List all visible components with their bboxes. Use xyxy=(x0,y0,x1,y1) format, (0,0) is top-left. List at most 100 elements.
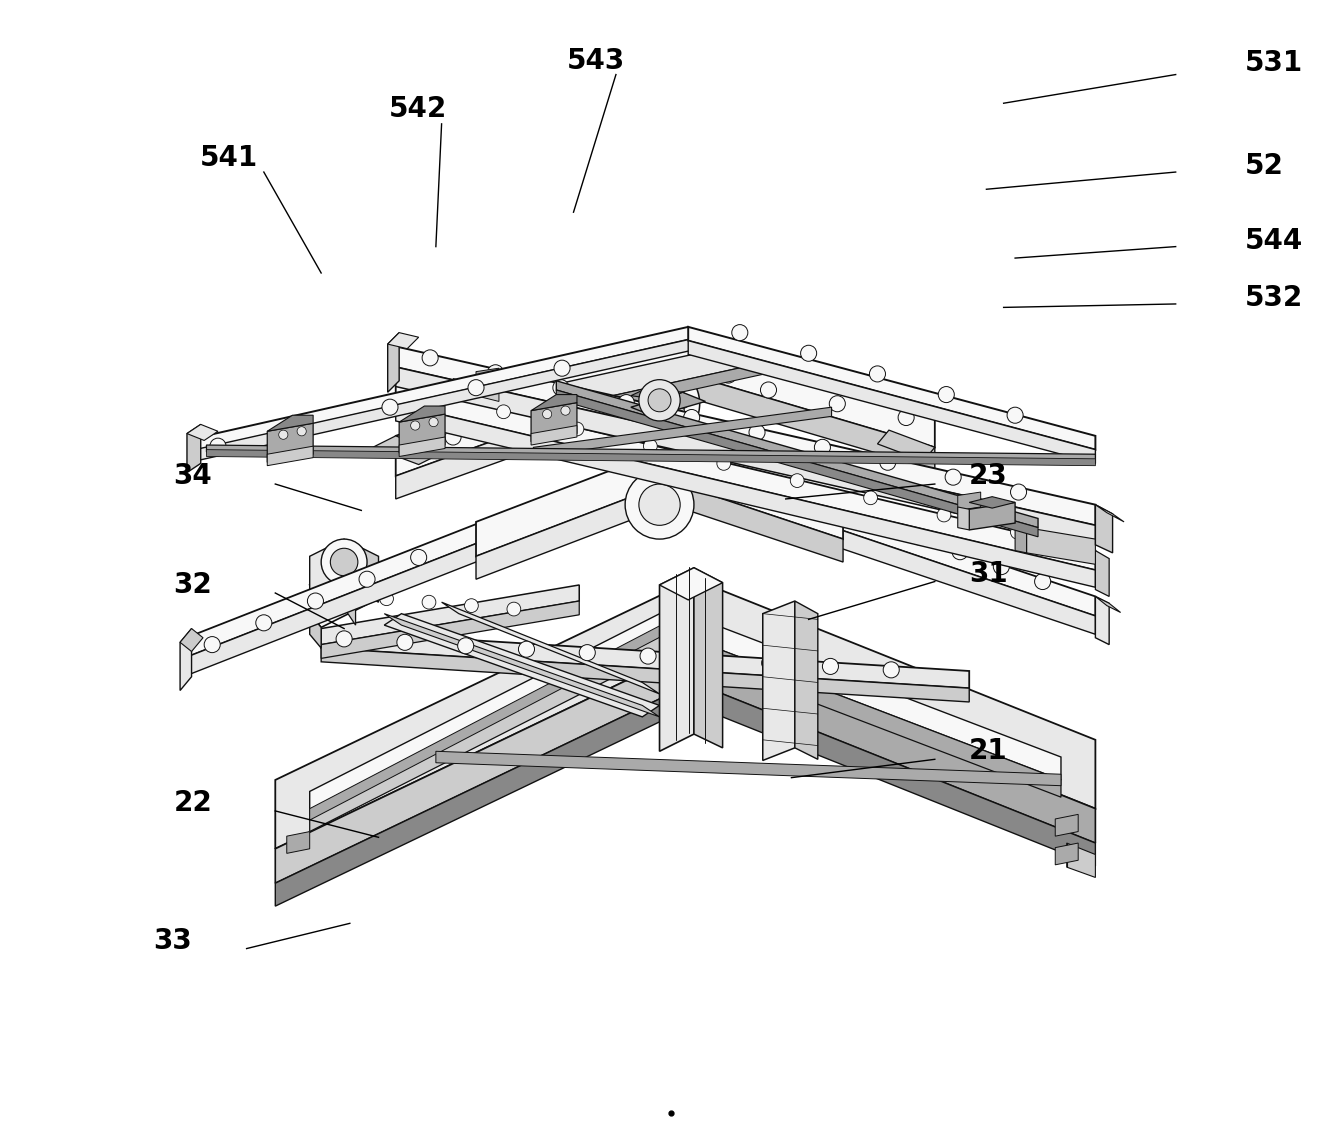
Circle shape xyxy=(497,405,510,419)
Circle shape xyxy=(790,474,804,487)
Circle shape xyxy=(1011,525,1024,539)
Polygon shape xyxy=(388,333,419,349)
Polygon shape xyxy=(310,614,321,648)
Polygon shape xyxy=(384,614,659,717)
Polygon shape xyxy=(557,381,1039,528)
Circle shape xyxy=(643,414,652,423)
Circle shape xyxy=(620,364,699,444)
Circle shape xyxy=(911,529,927,545)
Circle shape xyxy=(464,599,478,612)
Polygon shape xyxy=(1027,528,1095,564)
Polygon shape xyxy=(969,497,1015,508)
Polygon shape xyxy=(399,414,446,453)
Circle shape xyxy=(330,548,358,576)
Polygon shape xyxy=(180,629,192,690)
Polygon shape xyxy=(396,333,935,476)
Polygon shape xyxy=(310,608,1062,814)
Polygon shape xyxy=(384,614,659,717)
Polygon shape xyxy=(694,648,1095,843)
Text: 31: 31 xyxy=(969,560,1008,587)
Polygon shape xyxy=(958,507,969,530)
Polygon shape xyxy=(207,450,1095,466)
Circle shape xyxy=(297,419,311,435)
Circle shape xyxy=(937,508,951,522)
Polygon shape xyxy=(344,539,378,602)
Text: 532: 532 xyxy=(1244,284,1303,312)
Circle shape xyxy=(676,390,684,400)
Polygon shape xyxy=(1095,505,1125,522)
Polygon shape xyxy=(603,358,785,409)
Text: 21: 21 xyxy=(969,738,1008,765)
Polygon shape xyxy=(557,390,1039,537)
Circle shape xyxy=(1035,574,1051,590)
Text: 32: 32 xyxy=(173,571,212,599)
Circle shape xyxy=(468,380,484,396)
Circle shape xyxy=(537,408,553,424)
Polygon shape xyxy=(840,530,1095,634)
Polygon shape xyxy=(608,388,643,404)
Circle shape xyxy=(561,406,570,415)
Text: 34: 34 xyxy=(173,462,212,490)
Circle shape xyxy=(307,593,323,609)
Polygon shape xyxy=(694,568,722,748)
Polygon shape xyxy=(195,338,694,461)
Polygon shape xyxy=(533,407,832,457)
Circle shape xyxy=(801,345,817,361)
Polygon shape xyxy=(671,631,1062,797)
Polygon shape xyxy=(794,601,817,759)
Polygon shape xyxy=(969,502,1015,530)
Circle shape xyxy=(870,366,886,382)
Circle shape xyxy=(880,454,896,470)
Polygon shape xyxy=(187,424,201,473)
Polygon shape xyxy=(310,556,378,602)
Circle shape xyxy=(279,430,289,439)
Circle shape xyxy=(749,424,765,440)
Circle shape xyxy=(721,367,737,383)
Circle shape xyxy=(883,662,899,678)
Circle shape xyxy=(639,484,680,525)
Circle shape xyxy=(423,388,437,401)
Polygon shape xyxy=(688,327,1095,450)
Polygon shape xyxy=(659,568,722,600)
Circle shape xyxy=(631,399,640,408)
Circle shape xyxy=(829,396,845,412)
Circle shape xyxy=(518,641,534,657)
Circle shape xyxy=(633,407,643,416)
Polygon shape xyxy=(310,585,378,627)
Text: 544: 544 xyxy=(1244,227,1303,255)
Circle shape xyxy=(655,416,664,426)
Circle shape xyxy=(256,615,272,631)
Text: 531: 531 xyxy=(1244,49,1303,77)
Circle shape xyxy=(397,634,413,650)
Polygon shape xyxy=(396,384,1095,570)
Circle shape xyxy=(679,399,688,408)
Polygon shape xyxy=(762,601,794,760)
Circle shape xyxy=(411,549,427,565)
Polygon shape xyxy=(399,437,446,457)
Circle shape xyxy=(1006,407,1023,423)
Polygon shape xyxy=(1015,525,1027,553)
Circle shape xyxy=(864,491,878,505)
Polygon shape xyxy=(878,430,935,461)
Polygon shape xyxy=(659,568,694,751)
Circle shape xyxy=(648,389,671,412)
Polygon shape xyxy=(454,379,499,401)
Polygon shape xyxy=(321,601,580,658)
Circle shape xyxy=(633,390,643,400)
Polygon shape xyxy=(476,368,499,387)
Polygon shape xyxy=(321,631,969,688)
Circle shape xyxy=(380,592,393,606)
Polygon shape xyxy=(207,445,1095,461)
Circle shape xyxy=(619,395,635,411)
Circle shape xyxy=(321,539,368,585)
Text: 52: 52 xyxy=(1244,153,1283,180)
Polygon shape xyxy=(189,541,482,674)
Circle shape xyxy=(870,514,886,530)
Circle shape xyxy=(731,325,747,341)
Polygon shape xyxy=(310,539,344,602)
Polygon shape xyxy=(267,415,313,431)
Polygon shape xyxy=(531,395,577,411)
Circle shape xyxy=(717,457,730,470)
Polygon shape xyxy=(195,327,694,450)
Circle shape xyxy=(297,427,306,436)
